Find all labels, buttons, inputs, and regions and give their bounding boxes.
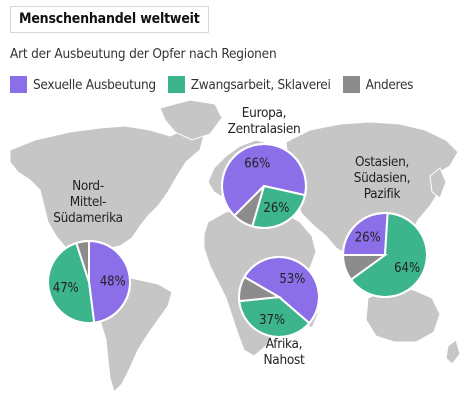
map-greenland (159, 99, 223, 141)
legend-label-sexual: Sexuelle Ausbeutung (33, 76, 156, 93)
region-label-4: Afrika,Nahost (264, 336, 306, 368)
region-label-1-line-1: Nord- (72, 178, 104, 194)
chart-title: Menschenhandel weltweit (10, 6, 209, 33)
region-label-4-line-1: Afrika, (266, 336, 302, 352)
region-labels: Nord-Mittel-Südamerika Europa,Zentralasie… (53, 105, 410, 368)
pie-4: 53% 37% (238, 256, 320, 338)
region-label-4-line-2: Nahost (264, 352, 305, 368)
region-label-1: Nord-Mittel-Südamerika (53, 178, 123, 226)
pie-2-outline (221, 143, 307, 229)
pie-3-label-forced-labour: 64% (394, 261, 420, 276)
pie-3-label-sexual: 26% (355, 231, 381, 246)
legend-item-sexual: Sexuelle Ausbeutung (10, 76, 156, 93)
pie-1: 48% 47% (47, 239, 131, 325)
map-japan (429, 167, 447, 199)
region-label-1-line-2: Mittel- (70, 194, 107, 210)
legend-item-other: Anderes (342, 76, 414, 93)
pie-1-label-sexual: 48% (100, 275, 126, 290)
pie-3-outline (342, 212, 428, 298)
region-label-3-line-2: Südasien, (354, 170, 411, 186)
legend-swatch-forced-labour (167, 76, 185, 93)
pies: 48% 47% 66% 26% 26% 64% 53% 37% (47, 143, 428, 338)
region-label-3: Ostasien,Südasien,Pazifik (354, 154, 411, 202)
pie-2-label-sexual: 66% (244, 157, 270, 172)
pie-2-label-forced-labour: 26% (263, 201, 289, 216)
region-label-2: Europa,Zentralasien (228, 105, 301, 137)
pie-4-label-forced-labour: 37% (259, 313, 285, 328)
legend: Sexuelle Ausbeutung Zwangsarbeit, Sklave… (10, 76, 413, 93)
pie-3: 26% 64% (341, 212, 428, 298)
chart-subtitle: Art der Ausbeutung der Opfer nach Region… (10, 46, 277, 62)
region-label-2-line-2: Zentralasien (228, 121, 301, 137)
pie-2: 66% 26% (221, 143, 307, 229)
pie-1-label-forced-labour: 47% (53, 281, 79, 296)
legend-swatch-sexual (10, 76, 27, 93)
region-label-3-line-1: Ostasien, (355, 154, 409, 170)
map-new-zealand (445, 339, 461, 365)
region-label-1-line-3: Südamerika (53, 210, 122, 226)
pie-4-label-sexual: 53% (279, 272, 305, 287)
legend-swatch-other (342, 76, 360, 93)
region-label-2-line-1: Europa, (242, 105, 286, 121)
region-label-3-line-3: Pazifik (364, 186, 401, 202)
pie-4-outline (238, 256, 320, 338)
legend-item-forced-labour: Zwangsarbeit, Sklaverei (167, 76, 331, 93)
legend-label-forced-labour: Zwangsarbeit, Sklaverei (190, 76, 331, 93)
pie-1-outline (47, 240, 131, 324)
map-north-america (9, 125, 206, 259)
legend-label-other: Anderes (365, 76, 414, 93)
